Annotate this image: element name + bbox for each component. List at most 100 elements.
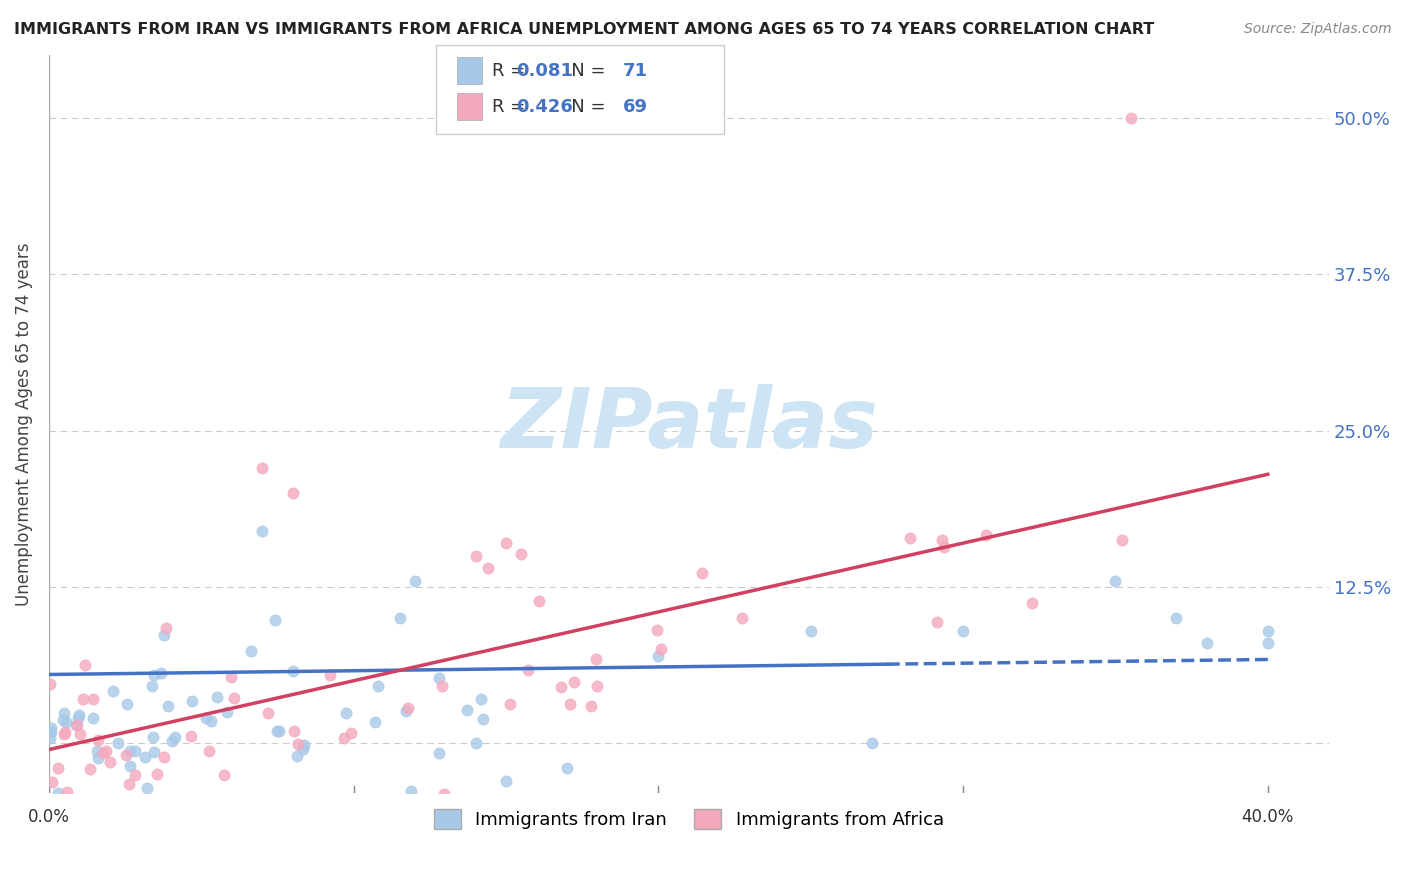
Point	[1119, 111, 1142, 125]
Text: R =        N =: R = N =	[492, 62, 606, 79]
Point	[586, 679, 609, 693]
Point	[118, 744, 141, 758]
Point	[257, 706, 280, 720]
Point	[157, 698, 180, 713]
Point	[39, 725, 62, 739]
Point	[55, 714, 77, 729]
Point	[555, 761, 578, 775]
Point	[46, 761, 69, 775]
Point	[91, 746, 114, 760]
Point	[283, 724, 305, 739]
Point	[364, 714, 387, 729]
Point	[212, 768, 235, 782]
Point	[1195, 636, 1218, 650]
Point	[252, 524, 274, 538]
Legend: Immigrants from Iran, Immigrants from Africa: Immigrants from Iran, Immigrants from Af…	[426, 802, 950, 836]
Point	[219, 670, 242, 684]
Point	[55, 724, 77, 739]
Point	[66, 711, 89, 725]
Point	[731, 611, 754, 625]
Point	[650, 641, 672, 656]
Point	[1104, 574, 1126, 588]
Point	[124, 744, 146, 758]
Point	[800, 624, 823, 638]
Point	[66, 718, 89, 732]
Point	[41, 775, 63, 789]
Point	[333, 731, 356, 746]
Point	[141, 730, 163, 744]
Point	[53, 706, 76, 721]
Text: Source: ZipAtlas.com: Source: ZipAtlas.com	[1244, 22, 1392, 37]
Point	[562, 675, 585, 690]
Point	[264, 613, 287, 627]
Point	[550, 680, 572, 694]
Point	[297, 800, 319, 814]
Point	[200, 714, 222, 728]
Point	[117, 698, 139, 712]
Point	[579, 698, 602, 713]
Text: 40.0%: 40.0%	[1241, 808, 1294, 826]
Point	[155, 621, 177, 635]
Point	[266, 724, 288, 739]
Point	[932, 540, 955, 554]
Point	[94, 744, 117, 758]
Point	[335, 706, 357, 720]
Point	[470, 691, 492, 706]
Point	[165, 730, 187, 744]
Point	[367, 679, 389, 693]
Point	[157, 802, 180, 816]
Point	[529, 594, 551, 608]
Point	[143, 745, 166, 759]
Point	[952, 624, 974, 638]
Point	[39, 721, 62, 735]
Text: 0.426: 0.426	[516, 98, 572, 116]
Point	[1111, 533, 1133, 548]
Point	[464, 736, 486, 750]
Y-axis label: Unemployment Among Ages 65 to 74 years: Unemployment Among Ages 65 to 74 years	[15, 243, 32, 606]
Point	[217, 705, 239, 719]
Point	[118, 799, 141, 814]
Point	[319, 668, 342, 682]
Point	[281, 486, 304, 500]
Point	[142, 668, 165, 682]
Point	[1257, 624, 1279, 638]
Point	[389, 611, 412, 625]
Point	[108, 817, 131, 831]
Point	[98, 755, 121, 769]
Point	[86, 744, 108, 758]
Point	[79, 762, 101, 776]
Text: IMMIGRANTS FROM IRAN VS IMMIGRANTS FROM AFRICA UNEMPLOYMENT AMONG AGES 65 TO 74 : IMMIGRANTS FROM IRAN VS IMMIGRANTS FROM …	[14, 22, 1154, 37]
Point	[120, 759, 142, 773]
Point	[39, 677, 62, 691]
Point	[401, 784, 423, 798]
Point	[46, 786, 69, 800]
Point	[72, 691, 94, 706]
Point	[153, 749, 176, 764]
Point	[285, 749, 308, 764]
Point	[65, 717, 87, 731]
Point	[124, 768, 146, 782]
Point	[292, 738, 315, 752]
Point	[395, 704, 418, 718]
Point	[1166, 611, 1188, 625]
Point	[281, 664, 304, 678]
Point	[427, 672, 450, 686]
Text: 0.0%: 0.0%	[28, 808, 70, 826]
Point	[252, 461, 274, 475]
Point	[67, 707, 90, 722]
Point	[101, 684, 124, 698]
Point	[498, 697, 520, 711]
Point	[222, 690, 245, 705]
Point	[114, 747, 136, 762]
Point	[205, 690, 228, 705]
Point	[517, 663, 540, 677]
Point	[292, 741, 315, 756]
Point	[82, 711, 104, 725]
Point	[477, 560, 499, 574]
Point	[472, 712, 495, 726]
Point	[149, 666, 172, 681]
Point	[898, 531, 921, 545]
Point	[87, 750, 110, 764]
Point	[141, 679, 163, 693]
Text: 71: 71	[623, 62, 648, 79]
